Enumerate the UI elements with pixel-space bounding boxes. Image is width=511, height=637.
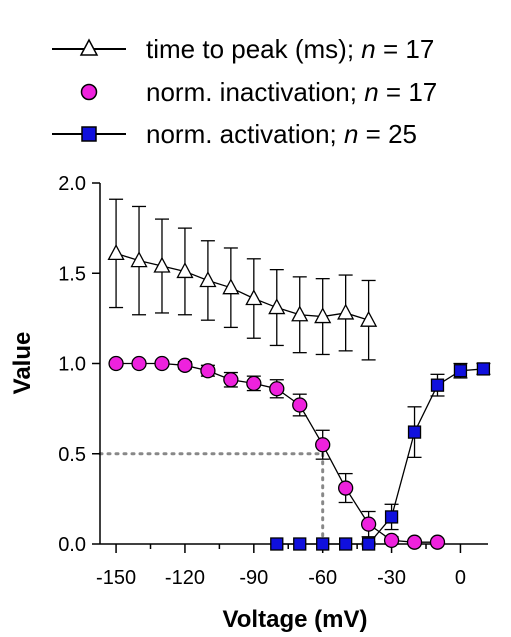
legend-label-time-to-peak: time to peak (ms); n = 17 — [146, 34, 434, 64]
y-tick-label: 0.5 — [58, 444, 86, 466]
y-axis-title: Value — [9, 332, 36, 395]
legend-item-activation: norm. activation; n = 25 — [52, 119, 417, 149]
legend-marker-triangle — [79, 38, 99, 56]
y-tick-label: 1.0 — [58, 354, 86, 376]
point-inactivation — [200, 363, 216, 379]
point-inactivation — [292, 397, 308, 413]
point-inactivation — [246, 375, 262, 392]
point-inactivation — [269, 381, 285, 397]
point-inactivation — [383, 532, 400, 549]
legend-marker-circle — [80, 83, 98, 101]
point-time-to-peak — [268, 298, 286, 315]
point-time-to-peak — [314, 307, 332, 324]
point-activation — [407, 425, 422, 439]
x-axis-title: Voltage (mV) — [223, 606, 368, 633]
x-tick-label: -60 — [308, 567, 337, 589]
point-inactivation — [406, 534, 423, 550]
point-activation — [293, 537, 307, 551]
point-time-to-peak — [245, 289, 263, 306]
y-tick-label: 1.5 — [58, 263, 86, 285]
legend: time to peak (ms); n = 17 norm. inactiva… — [52, 34, 437, 149]
point-time-to-peak — [222, 278, 240, 295]
point-activation — [476, 362, 491, 376]
x-tick-label: -150 — [96, 567, 136, 589]
legend-label-activation: norm. activation; n = 25 — [146, 119, 417, 149]
point-inactivation — [154, 355, 170, 372]
point-activation — [361, 537, 376, 551]
point-time-to-peak — [199, 271, 217, 288]
point-inactivation — [108, 355, 124, 372]
point-inactivation — [177, 357, 193, 373]
x-tick-label: -120 — [165, 567, 205, 589]
point-inactivation — [131, 355, 147, 372]
plot-area: 0.0 0.5 1.0 1.5 2.0 -150 -120 -90 -60 -30 0 — [58, 173, 491, 589]
point-inactivation — [360, 516, 377, 532]
point-inactivation — [223, 372, 239, 388]
point-time-to-peak — [130, 251, 148, 268]
point-activation — [430, 378, 445, 392]
point-inactivation — [338, 480, 354, 496]
legend-label-inactivation: norm. inactivation; n = 17 — [146, 77, 437, 107]
series-line-activation — [276, 368, 484, 545]
point-time-to-peak — [107, 244, 125, 261]
legend-marker-square — [81, 126, 97, 142]
point-activation — [384, 510, 399, 524]
point-activation — [316, 537, 330, 551]
series-line-time-to-peak — [115, 252, 369, 321]
point-inactivation — [429, 534, 446, 550]
point-time-to-peak — [337, 303, 355, 320]
legend-item-time-to-peak: time to peak (ms); n = 17 — [52, 34, 434, 64]
point-activation — [453, 364, 468, 378]
point-activation — [339, 537, 353, 551]
point-time-to-peak — [176, 262, 194, 279]
x-tick-label: -90 — [239, 567, 268, 589]
x-tick-label: 0 — [455, 567, 466, 589]
point-time-to-peak — [291, 305, 309, 322]
x-tick-label: -30 — [377, 567, 406, 589]
point-inactivation — [315, 437, 331, 453]
legend-item-inactivation: norm. inactivation; n = 17 — [80, 77, 437, 107]
y-tick-label: 0.0 — [58, 534, 86, 556]
point-time-to-peak — [153, 256, 171, 273]
point-activation — [270, 537, 284, 551]
point-time-to-peak — [360, 310, 378, 327]
y-tick-label: 2.0 — [58, 173, 86, 195]
